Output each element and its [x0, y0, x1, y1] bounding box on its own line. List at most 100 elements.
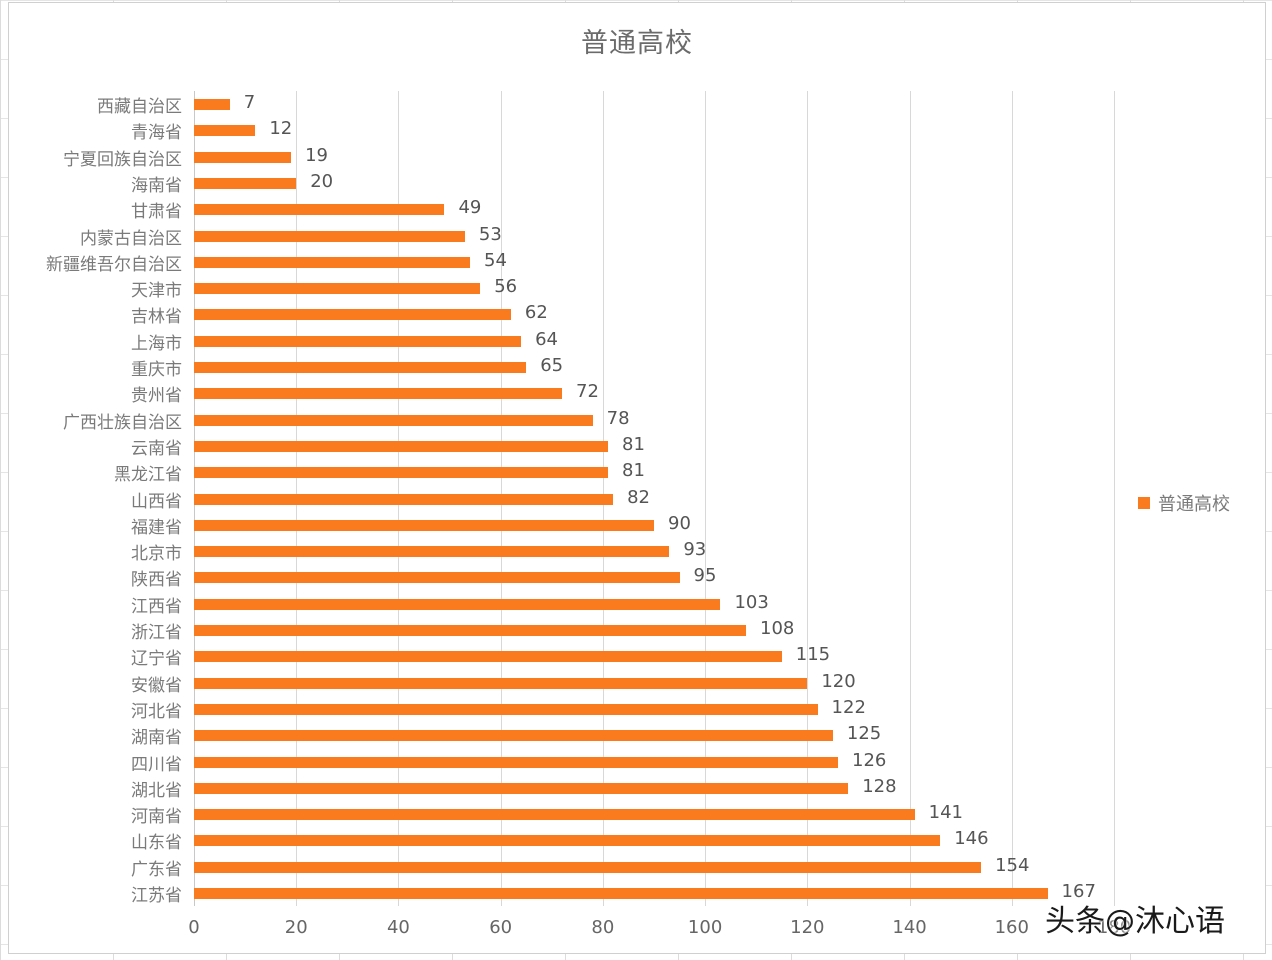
- bar[interactable]: [194, 440, 608, 452]
- data-label: 78: [606, 407, 630, 429]
- x-tick-label: 160: [994, 917, 1029, 938]
- bar-row: 重庆市 65: [131, 354, 1194, 380]
- data-label: 62: [524, 302, 548, 324]
- data-label: 126: [852, 749, 887, 771]
- x-tick-label: 100: [687, 917, 723, 938]
- bar[interactable]: [194, 677, 808, 689]
- data-label: 120: [821, 670, 856, 692]
- category-label: 天津市: [131, 281, 182, 302]
- data-label: 65: [540, 355, 564, 376]
- x-tick-label: 120: [790, 917, 825, 938]
- bar[interactable]: [194, 782, 849, 794]
- x-tick-label: 40: [386, 917, 410, 938]
- bar-row: 西藏自治区 7: [97, 91, 1194, 117]
- bar[interactable]: [194, 888, 1048, 899]
- category-label: 重庆市: [131, 360, 182, 380]
- gridline: [909, 91, 911, 906]
- data-label: 128: [862, 775, 897, 797]
- bar[interactable]: [194, 493, 614, 505]
- bar-row: 山东省 146: [131, 827, 1194, 853]
- category-label: 宁夏回族自治区: [63, 149, 182, 170]
- category-label: 海南省: [131, 175, 182, 196]
- data-label: 20: [310, 170, 334, 192]
- bar-row: 浙江省 108: [131, 617, 1194, 643]
- category-label: 福建省: [131, 517, 182, 538]
- data-label: 95: [693, 565, 717, 587]
- bar[interactable]: [194, 283, 481, 295]
- bar[interactable]: [194, 309, 511, 321]
- bar[interactable]: [194, 703, 818, 715]
- data-label: 103: [734, 591, 769, 613]
- bar-row: 青海省 12: [131, 117, 1194, 143]
- bar[interactable]: [194, 230, 465, 242]
- bar[interactable]: [194, 572, 680, 584]
- data-label: 125: [846, 723, 882, 745]
- bar[interactable]: [194, 625, 746, 636]
- category-label: 广东省: [131, 859, 182, 880]
- bar[interactable]: [194, 388, 562, 400]
- x-tick-label: 140: [892, 917, 927, 938]
- category-label: 吉林省: [131, 307, 182, 328]
- data-label: 72: [576, 381, 599, 403]
- data-label: 141: [928, 802, 964, 824]
- bar[interactable]: [194, 125, 256, 137]
- bar-row: 海南省 20: [131, 170, 1194, 196]
- bar[interactable]: [194, 835, 941, 847]
- category-label: 江西省: [131, 596, 182, 617]
- x-tick-label: 80: [591, 917, 615, 938]
- legend[interactable]: 普通高校: [1138, 490, 1230, 516]
- bar[interactable]: [194, 335, 522, 347]
- bar-row: 湖南省 125: [131, 722, 1194, 748]
- bar-row: 辽宁省 115: [131, 643, 1194, 669]
- category-label: 江苏省: [131, 886, 182, 906]
- bar[interactable]: [194, 467, 608, 479]
- data-label: 53: [478, 223, 502, 245]
- bar-row: 广东省 154: [131, 854, 1194, 880]
- data-label: 122: [831, 696, 866, 718]
- data-label: 167: [1061, 881, 1096, 902]
- bar-row: 福建省 90: [131, 512, 1194, 538]
- bar-row: 宁夏回族自治区 19: [63, 144, 1194, 170]
- chart-title: 普通高校: [581, 28, 693, 59]
- legend-swatch-icon: [1138, 497, 1150, 509]
- chart-container[interactable]: 普通高校 0 20 40 60 80 100 120 140 160 180 西藏自治区 7 青海省 12…: [8, 2, 1266, 954]
- bar-row: 湖北省 128: [131, 775, 1194, 801]
- bar[interactable]: [194, 99, 230, 110]
- bar-row: 内蒙古自治区 53: [80, 223, 1194, 249]
- plot-area: 0 20 40 60 80 100 120 140 160 180 西藏自治区 7 青海省 12 宁夏回族自…: [46, 91, 1131, 938]
- data-label: 54: [484, 249, 507, 271]
- data-label: 82: [627, 486, 651, 508]
- category-label: 新疆维吾尔自治区: [46, 254, 182, 275]
- bar[interactable]: [194, 177, 297, 189]
- x-tick-label: 0: [188, 917, 200, 938]
- data-label: 93: [683, 539, 707, 561]
- bar-row: 云南省 81: [131, 433, 1194, 459]
- bar[interactable]: [194, 651, 782, 663]
- bar[interactable]: [194, 809, 915, 821]
- bar-row: 新疆维吾尔自治区 54: [46, 249, 1194, 275]
- bar[interactable]: [194, 256, 470, 268]
- bar[interactable]: [194, 362, 527, 373]
- bar-row: 安徽省 120: [131, 670, 1194, 696]
- bar-row: 甘肃省 49: [131, 196, 1194, 222]
- data-label: 12: [269, 118, 293, 140]
- category-label: 上海市: [131, 333, 182, 354]
- bar[interactable]: [194, 861, 982, 873]
- bar[interactable]: [194, 730, 833, 742]
- category-label: 青海省: [131, 123, 182, 144]
- category-label: 辽宁省: [131, 649, 182, 670]
- gridline: [1114, 91, 1115, 906]
- bar-row: 吉林省 62: [131, 301, 1194, 327]
- bar[interactable]: [194, 204, 445, 216]
- bar[interactable]: [194, 519, 654, 531]
- bar[interactable]: [194, 414, 593, 426]
- bar[interactable]: [194, 598, 721, 610]
- bar[interactable]: [194, 756, 838, 768]
- bar-row: 天津市 56: [131, 275, 1194, 301]
- data-label: 115: [795, 644, 831, 666]
- category-label: 甘肃省: [131, 202, 182, 223]
- gridline: [807, 91, 809, 906]
- bar[interactable]: [194, 151, 292, 163]
- bar[interactable]: [194, 546, 670, 558]
- bar-row: 四川省 126: [131, 749, 1194, 775]
